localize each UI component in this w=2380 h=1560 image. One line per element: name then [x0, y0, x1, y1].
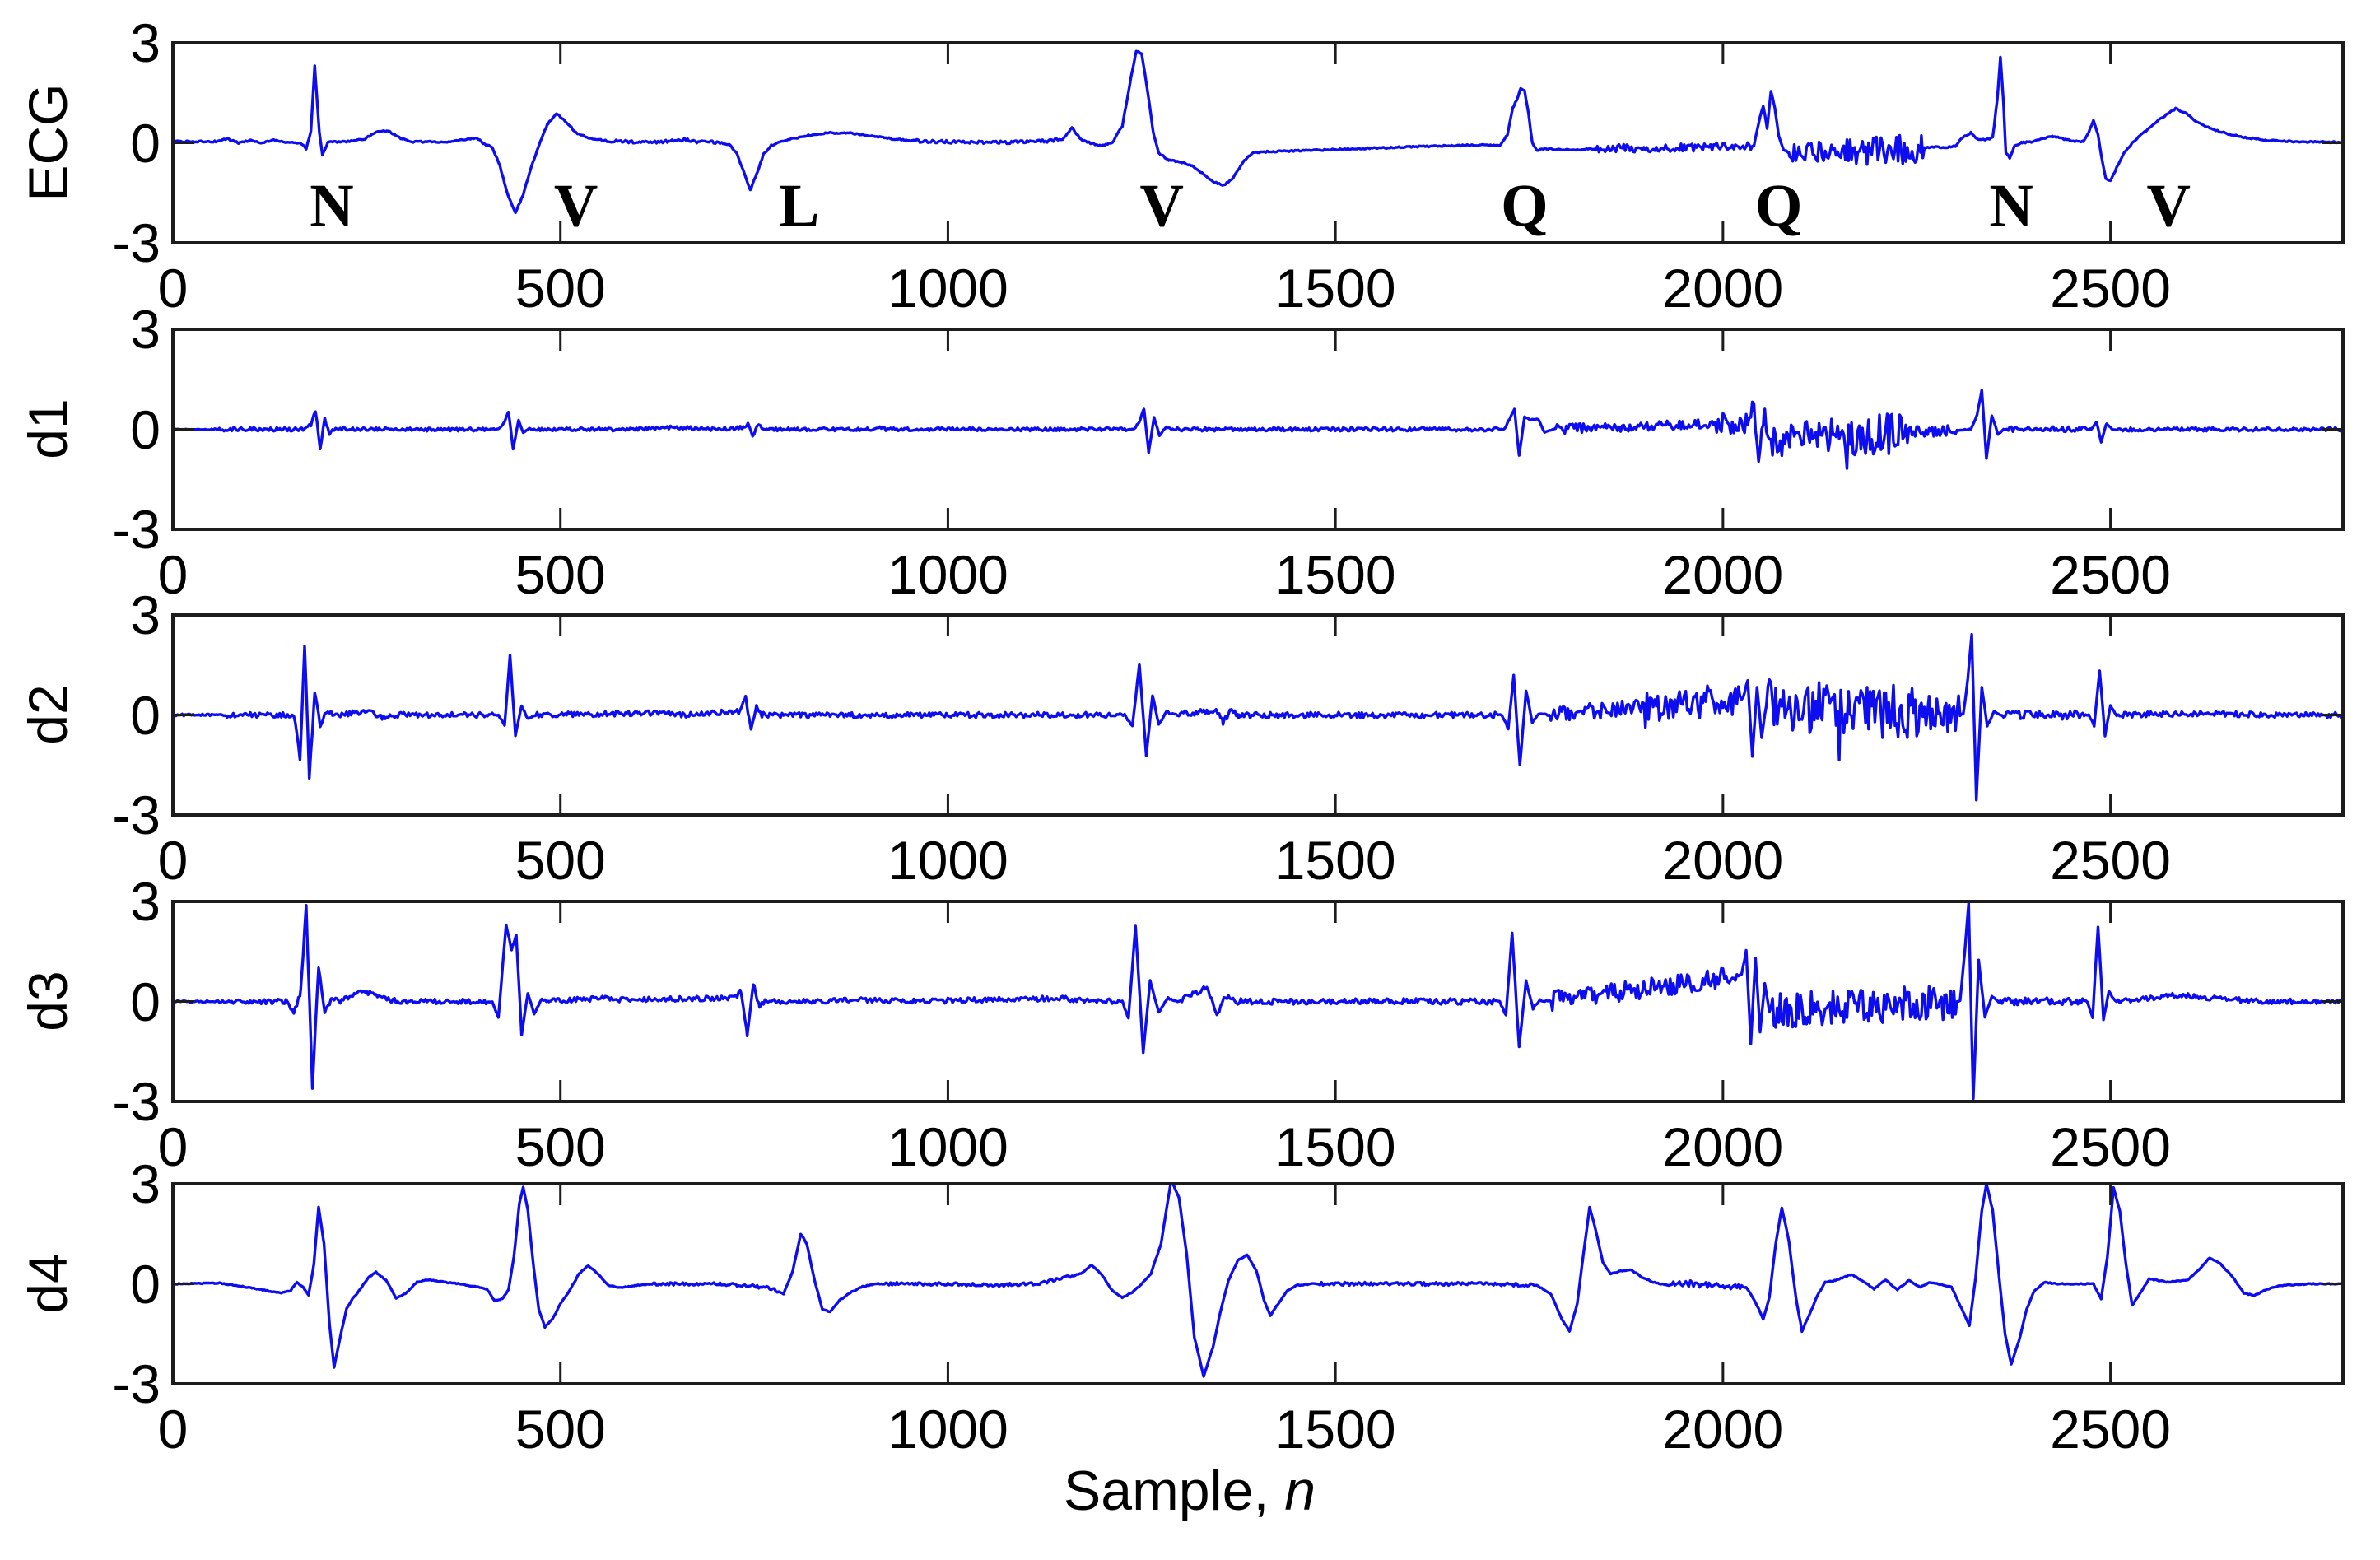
signal-plot-d4 — [171, 1182, 2345, 1385]
x-tick-label-d2-2000: 2000 — [1662, 830, 1784, 891]
plot-area — [171, 613, 2345, 817]
signal-plot-d1 — [171, 328, 2345, 531]
y-tick-label-ecg-0: 0 — [130, 112, 161, 174]
x-tick-label-d2-1000: 1000 — [887, 830, 1008, 891]
y-axis-label-d1: d1 — [17, 398, 78, 459]
x-tick-label-d4-1500: 1500 — [1274, 1399, 1396, 1460]
x-tick-label-d1-0: 0 — [157, 544, 189, 605]
x-tick-label-d1-2500: 2500 — [2050, 544, 2171, 605]
x-tick-label-d1-500: 500 — [515, 544, 606, 605]
plot-frame — [171, 1182, 2345, 1385]
y-axis-label-d4: d4 — [17, 1253, 78, 1314]
y-tick-label-d2--3: -3 — [112, 785, 161, 845]
y-tick-label-ecg--3: -3 — [112, 212, 161, 273]
signal-trace-ecg — [173, 49, 2343, 215]
plot-area — [171, 900, 2345, 1103]
x-tick-label-d4-500: 500 — [515, 1399, 606, 1460]
x-tick-label-d3-2000: 2000 — [1662, 1116, 1784, 1177]
signal-trace-d4 — [172, 1182, 2344, 1378]
signal-plot-d2 — [171, 613, 2345, 817]
x-tick-label-d2-2500: 2500 — [2050, 830, 2171, 891]
x-axis-label-text: Sample, — [1063, 1460, 1285, 1522]
plot-frame — [171, 328, 2345, 531]
subplot-d2: d2 3 0 -3 0 500 1000 1500 2000 2500 — [0, 584, 2380, 891]
y-tick-label-d1-3: 3 — [130, 299, 161, 360]
plot-area — [171, 328, 2345, 531]
y-axis-label-ecg: ECG — [17, 83, 78, 202]
beat-annotation-V: V — [1140, 172, 1184, 240]
x-tick-label-d2-500: 500 — [515, 830, 606, 891]
beat-annotation-L: L — [779, 172, 819, 240]
beat-annotation-V: V — [2146, 172, 2190, 240]
x-tick-label-d3-500: 500 — [515, 1116, 606, 1177]
beat-annotation-N: N — [1989, 172, 2033, 240]
signal-plot-d3 — [171, 900, 2345, 1103]
x-tick-label-d3-1000: 1000 — [887, 1116, 1008, 1177]
y-tick-label-d2-3: 3 — [130, 584, 161, 645]
y-tick-label-ecg-3: 3 — [130, 12, 161, 73]
beat-annotation-V: V — [554, 172, 598, 240]
x-tick-label-ecg-2500: 2500 — [2050, 258, 2171, 319]
x-tick-label-ecg-500: 500 — [515, 258, 606, 319]
x-tick-label-d3-1500: 1500 — [1274, 1116, 1396, 1177]
subplot-d1: d1 3 0 -3 0 500 1000 1500 2000 2500 — [0, 299, 2380, 605]
subplot-d4: d4 3 0 -3 0 500 1000 1500 2000 2500 — [0, 1153, 2380, 1460]
x-tick-label-d1-2000: 2000 — [1662, 544, 1784, 605]
x-tick-label-d1-1000: 1000 — [887, 544, 1008, 605]
x-tick-label-ecg-0: 0 — [157, 258, 189, 319]
x-tick-label-d4-1000: 1000 — [887, 1399, 1008, 1460]
x-tick-label-ecg-1000: 1000 — [887, 258, 1008, 319]
signal-trace-d2 — [172, 632, 2344, 802]
beat-annotation-N: N — [310, 172, 353, 240]
y-axis-label-d2: d2 — [17, 684, 78, 745]
plot-frame — [171, 613, 2345, 817]
beat-annotation-Q: Q — [1755, 172, 1803, 240]
signal-trace-d1 — [172, 389, 2345, 470]
x-tick-label-d3-2500: 2500 — [2050, 1116, 2171, 1177]
y-tick-label-d2-0: 0 — [130, 684, 161, 746]
plot-frame — [171, 900, 2345, 1103]
y-tick-label-d4-3: 3 — [130, 1153, 161, 1214]
x-tick-label-d1-1500: 1500 — [1274, 544, 1396, 605]
x-tick-label-d2-1500: 1500 — [1274, 830, 1396, 891]
y-tick-label-d1-0: 0 — [130, 398, 161, 460]
plot-frame — [171, 41, 2345, 244]
y-tick-label-d4-0: 0 — [130, 1253, 161, 1315]
x-tick-label-d4-2000: 2000 — [1662, 1399, 1784, 1460]
x-axis-label: Sample, n — [1064, 1459, 1316, 1523]
y-tick-label-d3--3: -3 — [112, 1071, 161, 1132]
plot-area — [171, 1182, 2345, 1385]
subplot-d3: d3 3 0 -3 0 500 1000 1500 2000 2500 — [0, 871, 2380, 1177]
x-axis-label-variable: n — [1284, 1460, 1316, 1522]
x-tick-label-ecg-2000: 2000 — [1662, 258, 1784, 319]
y-tick-label-d4--3: -3 — [112, 1353, 161, 1414]
x-tick-label-d4-0: 0 — [157, 1399, 189, 1460]
x-tick-label-ecg-1500: 1500 — [1274, 258, 1396, 319]
beat-annotation-Q: Q — [1501, 172, 1549, 240]
y-tick-label-d1--3: -3 — [112, 499, 161, 560]
x-tick-label-d3-0: 0 — [157, 1116, 189, 1177]
y-tick-label-d3-3: 3 — [130, 871, 161, 932]
signal-trace-d3 — [172, 901, 2344, 1101]
y-axis-label-d3: d3 — [17, 971, 78, 1031]
y-tick-label-d3-0: 0 — [130, 971, 161, 1032]
x-tick-label-d4-2500: 2500 — [2050, 1399, 2171, 1460]
x-tick-label-d2-0: 0 — [157, 830, 189, 891]
